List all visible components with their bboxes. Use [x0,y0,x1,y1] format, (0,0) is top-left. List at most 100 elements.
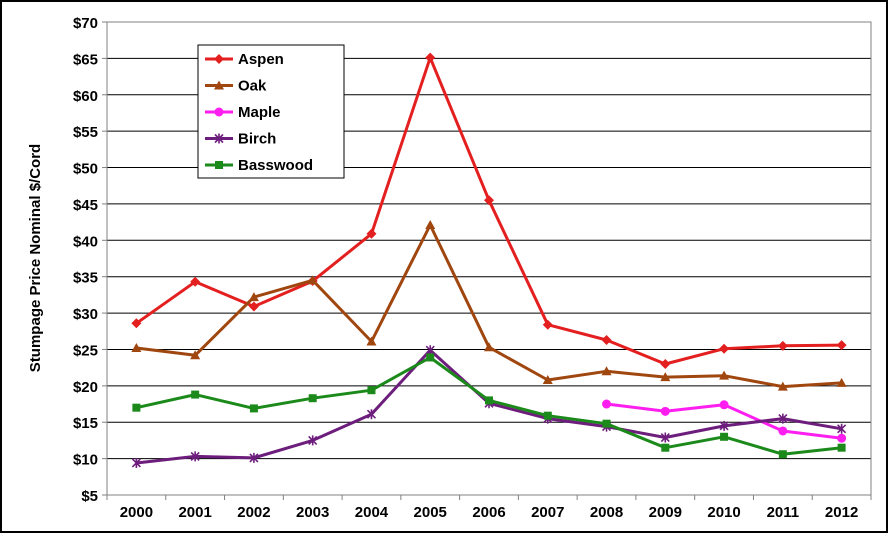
data-point [837,423,847,434]
data-point [660,359,671,370]
y-tick-label: $5 [81,488,98,505]
data-point [543,411,552,420]
x-tick-label: 2008 [590,504,623,521]
x-tick-label: 2009 [649,504,682,521]
legend-swatch-marker [214,107,224,117]
data-point [660,432,670,443]
data-point [307,275,318,285]
data-point [308,394,317,403]
data-point [602,399,612,409]
y-tick-label: $20 [73,379,98,396]
data-point [131,457,141,468]
x-tick-label: 2010 [707,504,740,521]
data-point [484,342,494,352]
y-tick-label: $25 [73,342,98,359]
legend-label: Basswood [238,157,313,174]
x-tick-label: 2011 [767,504,800,521]
data-point [366,228,377,239]
data-point [425,52,436,63]
data-point [719,343,730,354]
data-point [719,400,729,410]
data-point [778,426,788,436]
data-point [719,370,730,380]
y-tick-label: $30 [73,306,98,323]
y-tick-label: $70 [73,15,98,32]
y-tick-label: $50 [73,161,98,178]
data-point [249,452,259,463]
y-tick-label: $45 [73,197,98,214]
y-axis-label: Stumpage Price Nominal $/Cord [27,144,44,372]
x-tick-label: 2001 [178,504,211,521]
data-point [542,375,553,385]
data-point [249,404,258,413]
legend-label: Aspen [238,51,284,68]
series-aspen [131,52,847,370]
legend-label: Birch [238,131,276,148]
data-point [248,292,259,302]
data-point [601,366,612,376]
data-point [778,450,787,459]
series-maple [602,399,847,443]
x-tick-label: 2006 [472,504,505,521]
data-point [837,433,847,443]
data-point [367,386,376,395]
data-point [660,406,670,416]
x-tick-label: 2004 [355,504,389,521]
data-point [131,343,142,353]
data-point [719,420,729,431]
series-lines [131,52,847,468]
y-tick-label: $15 [73,415,98,432]
series-oak [131,220,847,391]
y-tick-label: $35 [73,270,98,287]
legend-item-maple: Maple [205,104,281,121]
plot-area [106,21,872,496]
x-axis-ticks: 2000 2001 2002 2003 2004 2005 2006 2007 2008 2009… [106,495,872,521]
data-point [778,413,788,424]
data-point [660,372,671,382]
legend-item-aspen: Aspen [205,51,284,68]
data-point [426,353,435,362]
legend: Aspen Oak Maple Birch Basswood [197,44,345,179]
data-point [366,336,377,346]
data-point [720,432,729,441]
y-tick-label: $55 [73,124,98,141]
x-tick-label: 2003 [296,504,329,521]
data-point [248,301,259,312]
x-tick-label: 2000 [120,504,153,521]
x-tick-label: 2012 [825,504,858,521]
data-point [777,381,788,391]
y-axis-ticks: $5 $10 $15 $20 $25 $30 $35 $40 $45 $50 $55 $60 $65 $7… [73,15,107,505]
data-point [836,340,847,351]
legend-swatch-marker [214,54,224,64]
y-tick-label: $10 [73,452,98,469]
legend-swatch-marker [214,80,224,90]
legend-item-basswood: Basswood [205,157,313,174]
data-point [601,335,612,346]
legend-swatch-marker [214,133,224,144]
data-point [366,409,377,420]
y-tick-label: $60 [73,88,98,105]
legend-label: Maple [238,104,281,121]
x-tick-label: 2007 [531,504,564,521]
x-tick-label: 2005 [414,504,447,521]
data-point [484,195,494,206]
data-point [190,451,200,462]
y-tick-label: $40 [73,233,98,250]
data-point [485,396,493,405]
legend-item-birch: Birch [205,131,276,148]
legend-swatch-marker [215,161,223,169]
data-point [131,318,142,329]
series-basswood [132,353,846,459]
x-tick-label: 2002 [237,504,270,521]
y-tick-label: $65 [73,51,98,68]
data-point [837,443,846,452]
data-point [190,350,201,360]
data-point [542,319,553,330]
data-point [308,435,318,446]
data-point [777,340,788,351]
data-point [191,390,200,399]
legend-label: Oak [238,78,267,95]
